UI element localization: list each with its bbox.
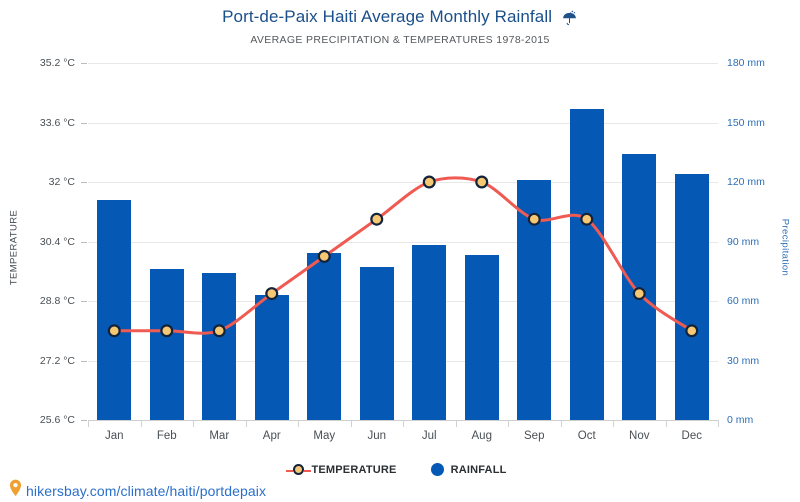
right-axis-tick-label: 30 mm — [727, 355, 760, 367]
plot-area — [88, 63, 718, 421]
umbrella-rain-icon — [561, 9, 578, 31]
x-axis-month-label: Mar — [209, 430, 230, 442]
right-axis-tick-label: 60 mm — [727, 295, 760, 307]
x-axis-tick — [665, 420, 667, 427]
rainfall-bar[interactable] — [622, 154, 657, 420]
x-axis-month-label: Aug — [471, 430, 492, 442]
x-axis-month-label: Jan — [104, 430, 124, 442]
right-axis-tick-label: 120 mm — [727, 176, 765, 188]
x-axis-tick — [88, 420, 89, 427]
rainfall-bar[interactable] — [674, 174, 709, 420]
right-axis-tick-label: 0 mm — [727, 414, 754, 426]
page-title: Port-de-Paix Haiti Average Monthly Rainf… — [0, 7, 800, 31]
chart-subtitle: AVERAGE PRECIPITATION & TEMPERATURES 197… — [250, 34, 550, 46]
x-axis-tick — [140, 420, 142, 427]
left-axis-tick-label: 35.2 °C — [39, 57, 75, 69]
rainfall-dot-icon — [430, 463, 444, 476]
axis-tick-mark — [81, 242, 87, 243]
footer: hikersbay.com/climate/haiti/portdepaix — [8, 479, 266, 502]
axis-tick-mark — [81, 301, 87, 302]
x-axis-month-label: Sep — [524, 430, 545, 442]
x-axis-month-label: Oct — [577, 430, 596, 442]
left-axis-title: TEMPERATURE — [8, 209, 20, 286]
rainfall-bar[interactable] — [412, 245, 447, 420]
right-axis-title: Precipitation — [779, 218, 791, 277]
legend-item-rainfall[interactable]: RAINFALL — [430, 463, 507, 476]
footer-url[interactable]: hikersbay.com/climate/haiti/portdepaix — [26, 482, 267, 499]
x-axis-tick — [350, 420, 352, 427]
x-axis-tick — [298, 420, 299, 427]
left-axis-tick-label: 33.6 °C — [39, 117, 75, 129]
x-axis-tick — [718, 420, 719, 427]
gridline — [88, 123, 718, 124]
x-axis-tick — [193, 420, 194, 427]
right-axis-tick-label: 90 mm — [727, 236, 760, 248]
axis-tick-mark — [81, 63, 87, 64]
axis-tick-mark — [81, 420, 87, 421]
rainfall-bar[interactable] — [359, 267, 394, 420]
x-axis-tick — [245, 420, 247, 427]
right-axis-tick-label: 180 mm — [727, 57, 765, 69]
legend-item-temperature[interactable]: TEMPERATURE — [286, 463, 397, 476]
rainfall-bar[interactable] — [97, 199, 132, 420]
right-axis-tick-label: 150 mm — [727, 117, 765, 129]
axis-tick-mark — [81, 123, 87, 124]
rainfall-bar[interactable] — [149, 269, 184, 420]
rainfall-bar[interactable] — [464, 255, 499, 420]
x-axis-tick — [455, 420, 457, 427]
left-axis-tick-label: 32 °C — [48, 176, 75, 188]
x-axis-month-label: Jul — [421, 430, 437, 442]
x-axis-month-label: May — [313, 430, 336, 442]
x-axis-tick — [508, 420, 509, 427]
rainfall-bar[interactable] — [254, 295, 289, 420]
x-axis-month-label: Nov — [629, 430, 650, 442]
temperature-line-marker-icon — [286, 464, 312, 475]
x-axis-month-label: Feb — [156, 430, 177, 442]
location-pin-icon — [8, 479, 23, 502]
x-axis-month-label: Apr — [262, 430, 281, 442]
axis-tick-mark — [81, 361, 87, 362]
left-axis-tick-label: 28.8 °C — [39, 295, 75, 307]
x-axis-month-label: Jun — [367, 430, 387, 442]
left-axis-tick-label: 25.6 °C — [39, 414, 75, 426]
gridline — [88, 361, 718, 362]
left-axis-tick-label: 27.2 °C — [39, 355, 75, 367]
left-axis-tick-label: 30.4 °C — [39, 236, 75, 248]
x-axis-tick — [613, 420, 614, 427]
rainfall-bar[interactable] — [569, 108, 604, 420]
gridline — [88, 63, 718, 64]
legend-label-temperature: TEMPERATURE — [311, 463, 397, 476]
rainfall-bar[interactable] — [202, 273, 237, 420]
axis-tick-mark — [81, 182, 87, 183]
rainfall-bar[interactable] — [517, 180, 552, 420]
rainfall-bar[interactable] — [307, 253, 342, 420]
x-axis-tick — [560, 420, 562, 427]
chart-legend: TEMPERATURE RAINFALL — [0, 463, 800, 476]
chart-title-text: Port-de-Paix Haiti Average Monthly Rainf… — [222, 7, 553, 26]
legend-label-rainfall: RAINFALL — [450, 463, 507, 476]
x-axis-month-label: Dec — [681, 430, 702, 442]
x-axis-tick — [403, 420, 404, 427]
